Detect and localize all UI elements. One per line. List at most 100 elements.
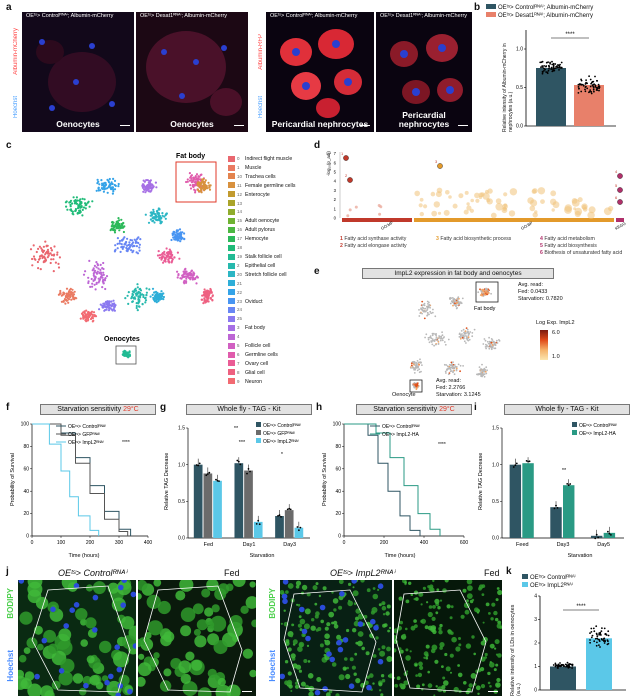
- micrograph-title: OEᵗˢ> Controlᴿᴺᴬⁱ; Albumin-mCherry: [26, 13, 114, 19]
- lipid-droplet: [346, 628, 350, 633]
- umap-point: [116, 242, 119, 245]
- lipid-droplet: [300, 681, 306, 687]
- data-point: [607, 630, 610, 633]
- umap-point: [106, 191, 109, 194]
- umap-point: [206, 297, 209, 300]
- nucleus: [282, 580, 289, 585]
- umap-point: [461, 297, 464, 300]
- umap-point: [31, 257, 34, 261]
- umap-point: [161, 212, 164, 215]
- data-point: [551, 70, 554, 73]
- legend-swatch: [228, 378, 235, 385]
- lipid-droplet: [307, 660, 311, 663]
- umap-point: [483, 367, 486, 370]
- umap-point: [188, 172, 191, 175]
- data-point: [569, 483, 572, 485]
- umap-point: [145, 287, 148, 290]
- legend-num: 4: [237, 334, 240, 340]
- lipid-droplet: [438, 630, 443, 635]
- umap-point: [166, 252, 169, 255]
- umap-point: [462, 335, 465, 338]
- data-point: [598, 87, 600, 90]
- lipid-droplet: [444, 652, 448, 657]
- lipid-droplet: [372, 682, 375, 685]
- bar: [294, 527, 304, 538]
- umap-point: [151, 293, 154, 296]
- lipid-droplet: [423, 656, 426, 659]
- umap-point: [145, 189, 148, 192]
- umap-point: [479, 368, 482, 371]
- umap-point: [89, 285, 92, 288]
- micrograph-oenocytes-control: OEᵗˢ> Controlᴿᴺᴬⁱ; Albumin-mCherry Oenoc…: [22, 12, 134, 132]
- lipid-droplet: [496, 623, 502, 629]
- umap-point: [122, 237, 125, 240]
- legend-text: Biothesis of unsaturated fatty acid: [544, 250, 623, 256]
- i-legend: OEᵗˢ> Controlᴿᴺᴬⁱ OEᵗˢ> ImpL2-HA: [572, 422, 617, 437]
- umap-point: [144, 301, 147, 304]
- umap-point: [484, 370, 487, 373]
- data-point: [552, 62, 555, 65]
- enrichment-point: [478, 192, 484, 198]
- umap-point: [120, 243, 123, 246]
- umap-point: [154, 181, 157, 184]
- umap-point: [489, 343, 491, 346]
- legend-swatch: [522, 582, 528, 587]
- legend-entry: 18: [228, 244, 318, 253]
- umap-point: [97, 267, 100, 270]
- umap-point: [65, 205, 68, 208]
- umap-point: [64, 302, 67, 305]
- umap-point: [31, 264, 34, 267]
- enrichment-point: [532, 212, 538, 218]
- umap-point: [155, 301, 158, 304]
- umap-point: [496, 342, 499, 344]
- umap-point: [486, 288, 488, 291]
- legend-entry: 9 Neuron: [228, 378, 318, 387]
- umap-point: [434, 338, 437, 341]
- lipid-droplet: [192, 603, 204, 615]
- enrichment-point: [431, 210, 438, 217]
- umap-point: [150, 183, 153, 186]
- data-point: [195, 464, 198, 466]
- legend-swatch: [228, 191, 235, 198]
- umap-point: [126, 237, 129, 240]
- legend-num: 25: [237, 316, 243, 322]
- nucleus: [282, 598, 288, 605]
- umap-point: [416, 363, 419, 365]
- umap-point: [418, 361, 421, 364]
- enrichment-point: [433, 201, 440, 208]
- umap-point: [68, 201, 71, 204]
- legend-swatch: [228, 200, 235, 207]
- tick-label: 0.0: [492, 536, 499, 542]
- lipid-droplet: [185, 651, 195, 661]
- umap-point: [165, 212, 168, 215]
- umap-point: [202, 177, 205, 181]
- umap-point: [116, 237, 119, 240]
- legend-num: 12: [237, 191, 243, 197]
- umap-point: [101, 305, 104, 308]
- nucleus: [73, 602, 80, 608]
- lipid-droplet: [403, 633, 406, 637]
- umap-point: [49, 252, 52, 255]
- umap-point: [91, 285, 94, 288]
- lipid-droplet: [468, 683, 473, 688]
- legend-entry: 22: [228, 289, 318, 298]
- umap-point: [95, 266, 98, 269]
- data-point: [598, 89, 600, 92]
- lipid-droplet: [495, 653, 499, 656]
- umap-point: [450, 364, 453, 367]
- bar: [550, 507, 562, 538]
- avg-read-line: Avg. read:: [436, 378, 461, 384]
- lipid-droplet: [377, 588, 380, 591]
- umap-point: [163, 257, 166, 260]
- umap-point: [102, 273, 105, 276]
- umap-point: [416, 366, 418, 369]
- nucleus: [348, 683, 355, 689]
- umap-point: [190, 276, 193, 279]
- lipid-droplet: [47, 643, 59, 654]
- nucleus: [329, 656, 335, 663]
- umap-point: [118, 219, 121, 222]
- umap-point: [149, 218, 152, 221]
- legend-swatch: [228, 324, 235, 331]
- umap-point: [132, 249, 135, 252]
